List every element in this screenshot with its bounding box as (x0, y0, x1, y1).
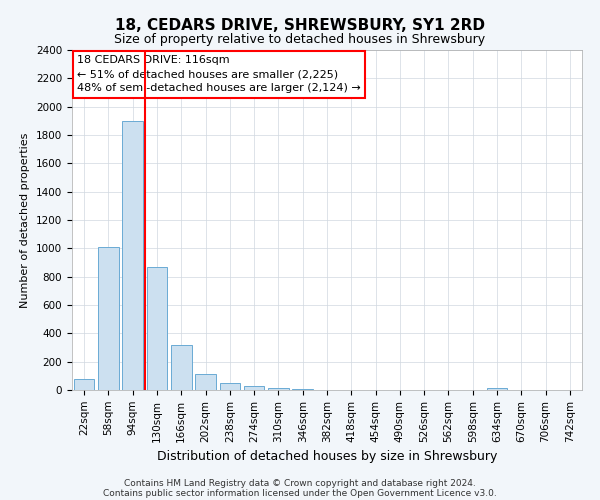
Y-axis label: Number of detached properties: Number of detached properties (20, 132, 31, 308)
Bar (195, 374, 216, 390)
Text: Contains HM Land Registry data © Crown copyright and database right 2024.: Contains HM Land Registry data © Crown c… (124, 478, 476, 488)
Text: Size of property relative to detached houses in Shrewsbury: Size of property relative to detached ho… (115, 32, 485, 46)
X-axis label: Distribution of detached houses by size in Shrewsbury: Distribution of detached houses by size … (157, 450, 497, 463)
Bar (122, 121, 143, 390)
Bar (220, 383, 240, 390)
Bar (244, 386, 265, 390)
Text: Contains public sector information licensed under the Open Government Licence v3: Contains public sector information licen… (103, 488, 497, 498)
Bar (74, 378, 94, 390)
Bar (487, 388, 508, 390)
Bar (268, 388, 289, 390)
Bar (98, 247, 119, 390)
Text: 18, CEDARS DRIVE, SHREWSBURY, SY1 2RD: 18, CEDARS DRIVE, SHREWSBURY, SY1 2RD (115, 18, 485, 32)
Bar (146, 267, 167, 390)
Bar (171, 344, 191, 390)
Text: 18 CEDARS DRIVE: 116sqm
← 51% of detached houses are smaller (2,225)
48% of semi: 18 CEDARS DRIVE: 116sqm ← 51% of detache… (77, 55, 361, 93)
